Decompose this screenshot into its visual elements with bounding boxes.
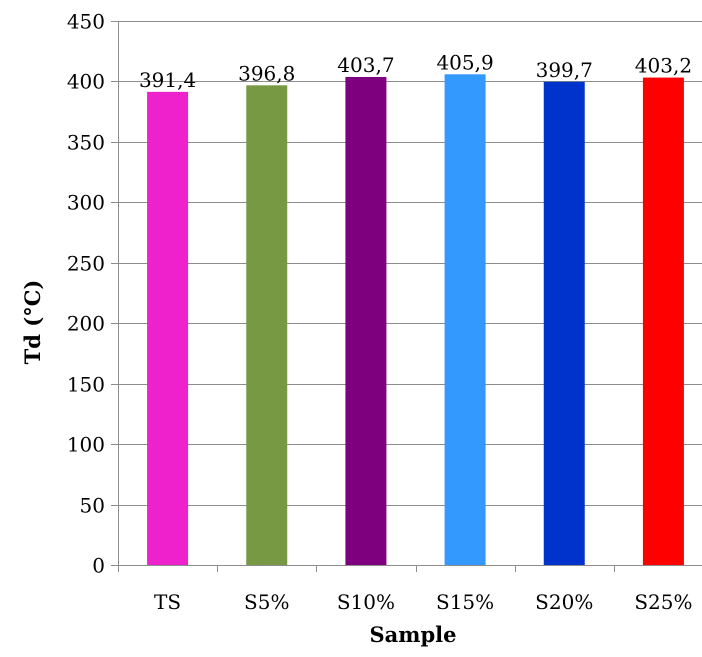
y-tick-label: 50 [80, 494, 105, 518]
x-tick-label: S10% [337, 590, 395, 614]
axes [111, 21, 702, 572]
y-tick-label: 0 [92, 554, 105, 578]
bar [147, 91, 189, 566]
x-tick-label: S20% [535, 590, 593, 614]
bar [642, 77, 684, 566]
bar [444, 74, 486, 565]
data-label: 403,2 [635, 54, 692, 78]
data-label: 399,7 [536, 58, 593, 82]
x-tick-label: S5% [244, 590, 289, 614]
gridlines [118, 21, 702, 506]
bar [543, 81, 585, 565]
y-tick-label: 100 [67, 433, 105, 457]
x-tick-label: S15% [436, 590, 494, 614]
data-label: 396,8 [238, 61, 295, 85]
x-tick-label: S25% [634, 590, 692, 614]
y-tick-label: 200 [67, 312, 105, 336]
y-tick-label: 250 [67, 252, 105, 276]
bar [246, 85, 288, 565]
y-tick-label: 150 [67, 373, 105, 397]
y-tick-label: 300 [67, 191, 105, 215]
labels: 0 50 100 150 200 250 300 350 400 450 391,4 TS 396,8 S… [67, 10, 693, 615]
y-tick-label: 350 [67, 131, 105, 155]
bars [147, 74, 684, 566]
data-label: 405,9 [436, 50, 493, 74]
data-label: 403,7 [337, 53, 394, 77]
data-label: 391,4 [139, 68, 196, 92]
y-tick-label: 400 [67, 70, 105, 94]
y-tick-label: 450 [67, 10, 105, 34]
x-tick-label: TS [154, 590, 181, 614]
bar [345, 76, 387, 565]
y-axis-title: Td (°C) [20, 280, 45, 365]
x-axis-title: Sample [369, 622, 456, 647]
